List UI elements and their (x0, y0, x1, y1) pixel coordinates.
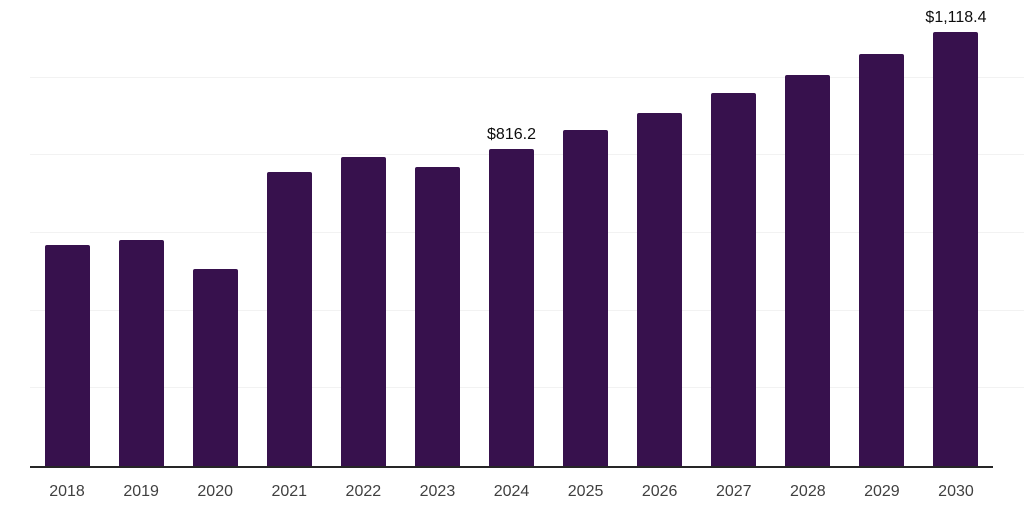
bar-slot (326, 0, 400, 466)
x-axis-line (30, 466, 993, 468)
bars-container: $816.2 $1,118.4 (30, 0, 993, 466)
bar-slot (30, 0, 104, 466)
x-tick-label-2024: 2024 (493, 483, 530, 500)
x-tick-label-2026: 2026 (641, 483, 678, 500)
bar-2022 (340, 156, 386, 466)
bar-slot (845, 0, 919, 466)
bar-2025 (563, 129, 609, 466)
x-tick-label-2028: 2028 (790, 483, 826, 500)
bar-2027 (711, 92, 757, 466)
gridline (30, 76, 1024, 78)
bar-2026 (637, 112, 683, 466)
bar-2023 (414, 166, 460, 466)
bar-2030 (933, 31, 979, 466)
bar-slot: $816.2 (474, 0, 548, 466)
x-tick-label-2030: 2030 (938, 483, 974, 500)
x-tick-label-2022: 2022 (345, 483, 382, 500)
x-tick-label-2019: 2019 (123, 483, 159, 500)
bar-slot (549, 0, 623, 466)
bar-slot (400, 0, 474, 466)
bar-2021 (266, 171, 312, 466)
data-label-2030: $1,118.4 (925, 8, 987, 26)
x-tick-label-2021: 2021 (271, 483, 308, 500)
x-tick-label-2027: 2027 (715, 483, 752, 500)
bar-2020 (192, 268, 238, 466)
x-tick-label-2025: 2025 (567, 483, 604, 500)
x-tick-label-2023: 2023 (419, 483, 456, 500)
bar-slot (178, 0, 252, 466)
x-tick-label-2020: 2020 (197, 483, 233, 500)
data-label-2024: $816.2 (487, 126, 536, 144)
bar-2019 (118, 239, 164, 466)
bar-slot (104, 0, 178, 466)
bar-slot (771, 0, 845, 466)
bar-2018 (44, 245, 90, 466)
bar-2024 (489, 149, 534, 466)
bar-slot (623, 0, 697, 466)
bar-slot (697, 0, 771, 466)
x-axis-labels: 2018 2019 2020 2021 2022 2023 2024 2025 2026 2027… (30, 483, 993, 501)
bar-slot: $1,118.4 (919, 0, 993, 466)
bar-2028 (785, 74, 831, 466)
bar-slot (252, 0, 326, 466)
x-tick-label-2018: 2018 (49, 483, 85, 500)
plot-area: $816.2 $1,118.4 (30, 0, 1024, 468)
x-tick-label-2029: 2029 (864, 483, 900, 500)
bar-2029 (859, 53, 905, 466)
